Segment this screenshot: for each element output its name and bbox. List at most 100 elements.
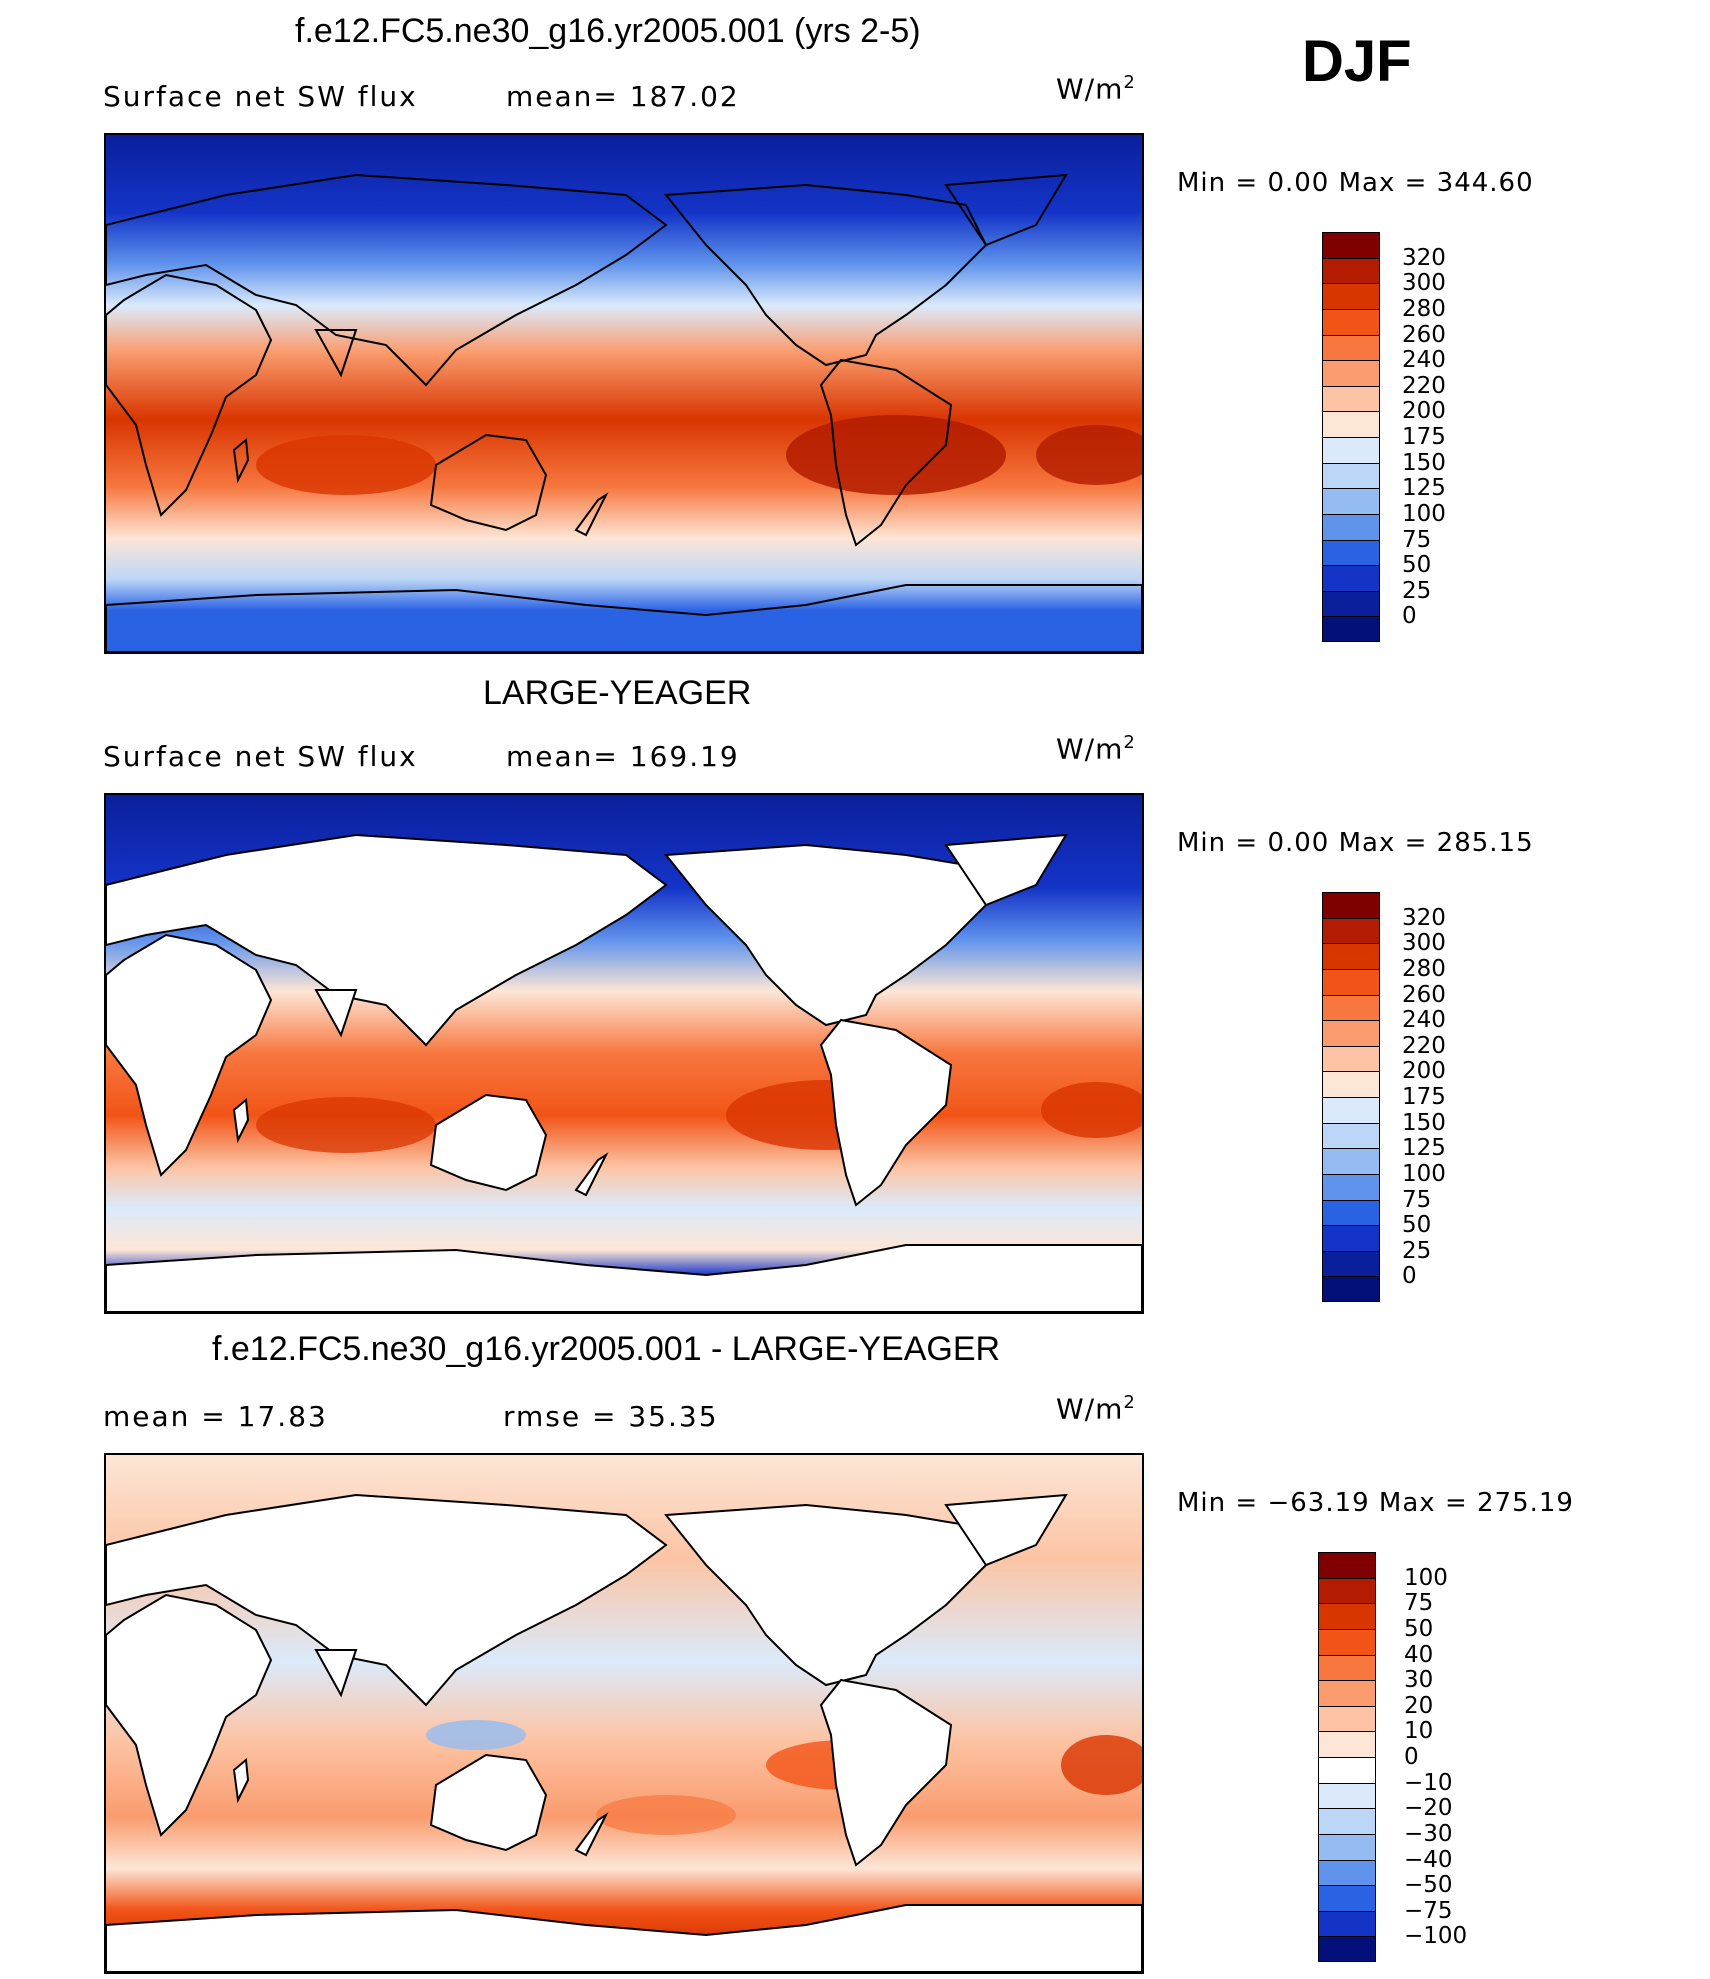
colorbar-swatch bbox=[1318, 1705, 1376, 1732]
colorbar-swatch bbox=[1318, 1885, 1376, 1911]
colorbar-label: 100 bbox=[1402, 500, 1446, 527]
panel-model-minmax: Min = 0.00 Max = 344.60 bbox=[1177, 168, 1534, 198]
panel-obs-map bbox=[104, 793, 1144, 1314]
colorbar-label: 100 bbox=[1402, 1160, 1446, 1187]
colorbar-label: 280 bbox=[1402, 955, 1446, 982]
colorbar-label: 175 bbox=[1402, 1084, 1446, 1110]
panel-model-map bbox=[104, 133, 1144, 654]
colorbar-swatch bbox=[1322, 1122, 1380, 1149]
colorbar-swatch bbox=[1322, 539, 1380, 566]
colorbar-label: 75 bbox=[1404, 1590, 1434, 1617]
colorbar-label: 40 bbox=[1404, 1641, 1434, 1668]
colorbar-swatch bbox=[1318, 1603, 1376, 1629]
colorbar-label: 10 bbox=[1404, 1718, 1434, 1745]
colorbar-label: 240 bbox=[1402, 347, 1446, 374]
colorbar-swatch bbox=[1318, 1654, 1376, 1681]
colorbar-swatch bbox=[1322, 1225, 1380, 1251]
colorbar-swatch bbox=[1322, 513, 1380, 540]
colorbar-swatch bbox=[1318, 1936, 1376, 1962]
colorbar-swatch bbox=[1322, 1148, 1380, 1174]
colorbar-swatch bbox=[1322, 1276, 1380, 1302]
colorbar-swatch bbox=[1322, 232, 1380, 258]
colorbar-label: 25 bbox=[1402, 1237, 1432, 1264]
colorbar-swatch bbox=[1322, 283, 1380, 309]
colorbar-label: 0 bbox=[1404, 1744, 1419, 1770]
panel-obs-colorbar: 320 300 280 260 240 220 200 175 150 125 100 75 50 25 0 bbox=[1322, 892, 1462, 1302]
colorbar-label: 300 bbox=[1402, 270, 1446, 297]
panel-diff-mean: mean = 17.83 bbox=[103, 1400, 328, 1433]
colorbar-label: 175 bbox=[1402, 424, 1446, 450]
colorbar-swatch bbox=[1322, 488, 1380, 514]
colorbar-label: 240 bbox=[1402, 1007, 1446, 1034]
panel-diff-title: f.e12.FC5.ne30_g16.yr2005.001 - LARGE-YE… bbox=[212, 1330, 1001, 1368]
colorbar-swatch bbox=[1322, 616, 1380, 642]
colorbar-swatch bbox=[1322, 308, 1380, 335]
colorbar-label: 75 bbox=[1402, 1186, 1432, 1213]
colorbar-label: 200 bbox=[1402, 1058, 1446, 1085]
colorbar-label: 280 bbox=[1402, 295, 1446, 322]
panel-model-colorbar: 320 300 280 260 240 220 200 175 150 125 100 75 50 25 0 bbox=[1322, 232, 1462, 642]
colorbar-label: 0 bbox=[1402, 1263, 1417, 1290]
colorbar-swatch bbox=[1322, 968, 1380, 995]
panel-obs-title: LARGE-YEAGER bbox=[483, 674, 752, 712]
colorbar-label: 150 bbox=[1402, 449, 1446, 476]
colorbar-label: 260 bbox=[1402, 981, 1446, 1008]
colorbar-label: 200 bbox=[1402, 398, 1446, 425]
colorbar-label: 125 bbox=[1402, 475, 1446, 502]
colorbar-label: −40 bbox=[1404, 1846, 1453, 1873]
colorbar-label: −100 bbox=[1404, 1923, 1468, 1950]
panel-model-units: W/m2 bbox=[1056, 72, 1136, 106]
colorbar-swatch bbox=[1322, 943, 1380, 969]
colorbar-swatch bbox=[1318, 1859, 1376, 1886]
colorbar-swatch bbox=[1322, 334, 1380, 361]
colorbar-swatch bbox=[1322, 411, 1380, 437]
colorbar-label: 300 bbox=[1402, 930, 1446, 957]
colorbar-swatch bbox=[1322, 1020, 1380, 1046]
colorbar-label: 20 bbox=[1404, 1692, 1434, 1719]
colorbar-swatch bbox=[1318, 1731, 1376, 1757]
colorbar-label: 220 bbox=[1402, 372, 1446, 399]
colorbar-label: 75 bbox=[1402, 526, 1432, 553]
season-label: DJF bbox=[1302, 29, 1412, 94]
panel-obs-minmax: Min = 0.00 Max = 285.15 bbox=[1177, 828, 1534, 858]
colorbar-swatch bbox=[1322, 1045, 1380, 1072]
colorbar-label: −75 bbox=[1404, 1897, 1453, 1924]
panel-obs-field-name: Surface net SW flux bbox=[103, 740, 418, 773]
colorbar-label: 100 bbox=[1404, 1564, 1448, 1591]
colorbar-swatch bbox=[1318, 1552, 1376, 1578]
panel-diff-minmax: Min = −63.19 Max = 275.19 bbox=[1177, 1488, 1574, 1518]
colorbar-label: 125 bbox=[1402, 1135, 1446, 1162]
colorbar-swatch bbox=[1322, 385, 1380, 412]
colorbar-swatch bbox=[1322, 590, 1380, 617]
colorbar-swatch bbox=[1322, 1173, 1380, 1200]
colorbar-label: 50 bbox=[1402, 1212, 1432, 1239]
colorbar-swatch bbox=[1318, 1808, 1376, 1834]
colorbar-swatch bbox=[1318, 1628, 1376, 1655]
colorbar-swatch bbox=[1318, 1782, 1376, 1809]
colorbar-swatch bbox=[1318, 1757, 1376, 1783]
panel-obs-mean: mean= 169.19 bbox=[506, 740, 740, 773]
panel-obs-units: W/m2 bbox=[1056, 732, 1136, 766]
colorbar-label: 220 bbox=[1402, 1032, 1446, 1059]
colorbar-label: −30 bbox=[1404, 1820, 1453, 1847]
colorbar-label: 150 bbox=[1402, 1109, 1446, 1136]
colorbar-label: 50 bbox=[1404, 1615, 1434, 1642]
colorbar-label: 25 bbox=[1402, 577, 1432, 604]
panel-diff-units: W/m2 bbox=[1056, 1392, 1136, 1426]
colorbar-label: 30 bbox=[1404, 1667, 1434, 1694]
colorbar-label: −20 bbox=[1404, 1795, 1453, 1822]
colorbar-swatch bbox=[1322, 892, 1380, 918]
colorbar-label: 320 bbox=[1402, 904, 1446, 931]
colorbar-label: 320 bbox=[1402, 244, 1446, 271]
panel-diff-map bbox=[104, 1453, 1144, 1974]
panel-model-mean: mean= 187.02 bbox=[506, 80, 740, 113]
colorbar-swatch bbox=[1322, 437, 1380, 463]
colorbar-swatch bbox=[1322, 1199, 1380, 1226]
colorbar-label: 0 bbox=[1402, 603, 1417, 630]
panel-model-title: f.e12.FC5.ne30_g16.yr2005.001 (yrs 2-5) bbox=[295, 12, 921, 50]
colorbar-label: 260 bbox=[1402, 321, 1446, 348]
colorbar-label: −10 bbox=[1404, 1769, 1453, 1796]
colorbar-swatch bbox=[1322, 1250, 1380, 1277]
colorbar-swatch bbox=[1322, 565, 1380, 591]
colorbar-swatch bbox=[1322, 1071, 1380, 1097]
